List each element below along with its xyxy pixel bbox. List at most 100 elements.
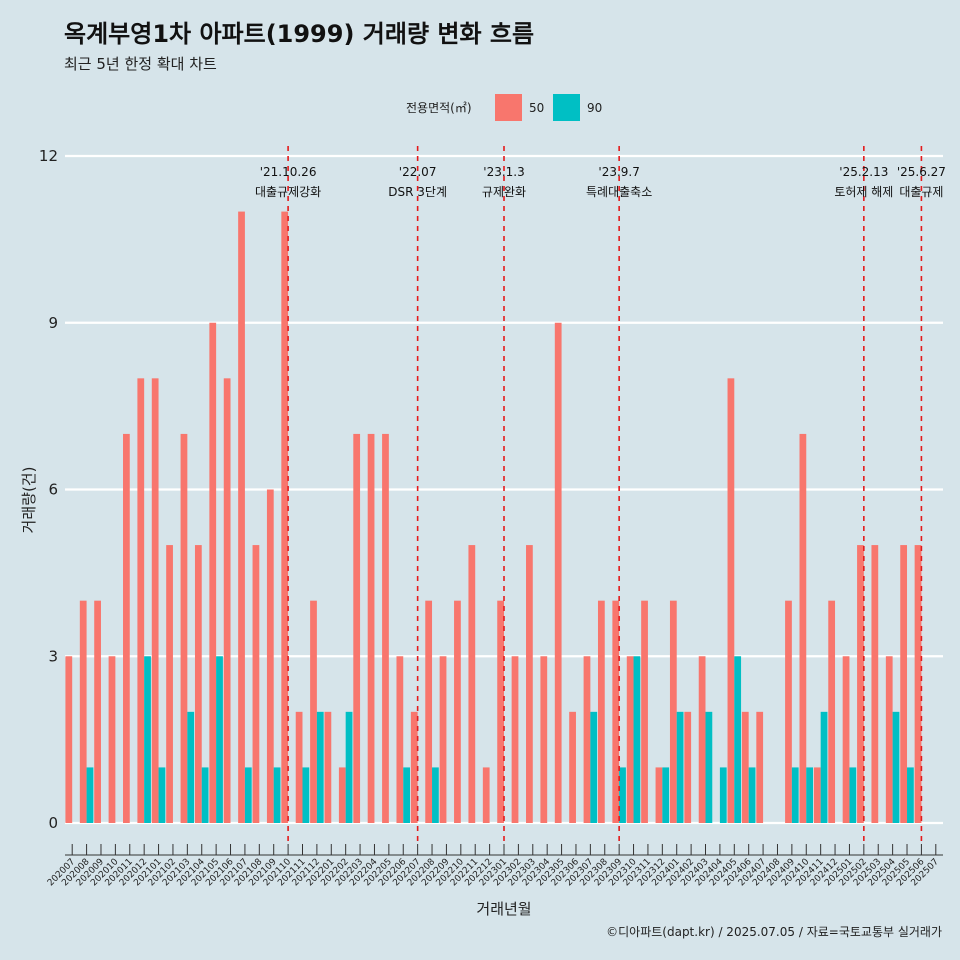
event-markers: '21.10.26 대출규제강화 '22.07 DSR 3단계 '23.1.3 규제완화 '… (255, 146, 946, 843)
bar-90-202403 (705, 711, 713, 823)
bar-50-202301 (497, 600, 504, 823)
bar-90-202208 (432, 767, 439, 823)
bar-50-202502 (857, 545, 864, 823)
bar-50-202312 (655, 767, 663, 823)
chart-subtitle: 최근 5년 한정 확대 차트 (64, 55, 217, 73)
bar-50-202106 (223, 378, 231, 823)
bar-90-202410 (806, 767, 814, 823)
bar-50-202409 (785, 600, 792, 823)
x-axis: 2020072020082020092020102020112020122021… (46, 844, 943, 888)
bar-90-202008 (86, 767, 94, 823)
bar-50-202401 (669, 600, 677, 823)
bar-50-202506 (914, 545, 922, 823)
bar-50-202011 (123, 433, 130, 823)
bar-50-202212 (482, 767, 490, 823)
x-axis-title: 거래년월 (476, 900, 531, 918)
bar-50-202410 (799, 433, 807, 823)
bar-50-202203 (353, 433, 361, 823)
event-date-label: '23.9.7 (598, 165, 639, 179)
bar-50-202110 (281, 211, 289, 823)
bar-90-202504 (892, 711, 900, 823)
chart-title: 옥계부영1차 아파트(1999) 거래량 변화 흐름 (64, 20, 534, 48)
bar-50-202209 (439, 656, 447, 823)
event-date-label: '23.1.3 (483, 165, 524, 179)
bar-50-202402 (684, 711, 692, 823)
bar-90-202103 (187, 711, 195, 823)
bar-90-202104 (201, 767, 209, 823)
bar-50-202107 (238, 211, 245, 823)
bar-90-202111 (302, 767, 310, 823)
bar-50-202407 (756, 711, 764, 823)
event-date-label: '21.10.26 (260, 165, 317, 179)
bar-90-202310 (633, 656, 641, 823)
bar-50-202008 (79, 600, 87, 823)
bar-50-202504 (885, 656, 893, 823)
bar-50-202202 (338, 767, 346, 823)
bar-50-202501 (842, 656, 850, 823)
bar-50-202012 (137, 378, 145, 823)
bar-50-202306 (569, 711, 576, 823)
bar-90-202406 (748, 767, 756, 823)
event-name-label: 토허제 해제 (834, 185, 893, 199)
event-name-label: 대출규제 (899, 185, 943, 199)
y-tick-label: 12 (39, 147, 58, 165)
legend-swatch-90 (553, 94, 580, 121)
bar-90-202109 (273, 767, 281, 823)
bar-50-202104 (194, 545, 202, 823)
bar-50-202405 (727, 378, 735, 823)
bar-90-202312 (662, 767, 670, 823)
bar-50-202411 (813, 767, 821, 823)
bar-90-202012 (144, 656, 151, 823)
bar-50-202305 (554, 322, 562, 823)
event-date-label: '22.07 (399, 165, 437, 179)
bar-90-202501 (849, 767, 857, 823)
bar-50-202109 (266, 489, 274, 823)
bar-90-202409 (791, 767, 799, 823)
bar-50-202207 (410, 711, 418, 823)
bar-50-202308 (597, 600, 605, 823)
bar-50-202101 (151, 378, 159, 823)
y-tick-label: 0 (48, 814, 58, 832)
legend-title: 전용면적(㎡) (406, 101, 472, 115)
bar-50-202310 (626, 656, 634, 823)
bar-50-202503 (871, 545, 879, 823)
bar-50-202201 (324, 711, 332, 823)
legend-label-50: 50 (529, 101, 544, 115)
bar-50-202112 (310, 600, 317, 823)
bar-50-202303 (526, 545, 533, 823)
bar-90-202411 (820, 711, 828, 823)
event-date-label: '25.6.27 (897, 165, 946, 179)
bar-50-202111 (295, 711, 303, 823)
bar-50-202307 (583, 656, 591, 823)
bar-50-202309 (612, 600, 620, 823)
bar-50-202103 (180, 433, 188, 823)
bar-90-202101 (158, 767, 166, 823)
bar-50-202304 (540, 656, 548, 823)
bars (65, 211, 922, 823)
bar-50-202211 (468, 545, 476, 823)
bar-90-202202 (345, 711, 353, 823)
y-axis-title: 거래량(건) (20, 467, 38, 534)
bar-50-202007 (65, 656, 73, 823)
bar-50-202204 (367, 433, 375, 823)
bar-50-202108 (252, 545, 260, 823)
event-name-label: 대출규제강화 (255, 185, 321, 199)
y-tick-label: 6 (48, 481, 58, 499)
bar-50-202206 (396, 656, 404, 823)
bar-90-202405 (734, 656, 742, 823)
bar-50-202311 (641, 600, 648, 823)
bar-90-202307 (590, 711, 598, 823)
bar-90-202105 (216, 656, 223, 823)
bar-50-202105 (209, 322, 217, 823)
legend: 전용면적(㎡) 50 90 (406, 94, 602, 121)
bar-90-202505 (907, 767, 914, 823)
bar-50-202412 (828, 600, 836, 823)
bar-50-202406 (741, 711, 749, 823)
bar-50-202010 (108, 656, 116, 823)
bar-50-202205 (382, 433, 389, 823)
bar-90-202404 (719, 767, 727, 823)
bar-50-202208 (425, 600, 433, 823)
y-axis-ticks: 0 3 6 9 12 (39, 147, 58, 832)
y-tick-label: 3 (48, 647, 58, 665)
